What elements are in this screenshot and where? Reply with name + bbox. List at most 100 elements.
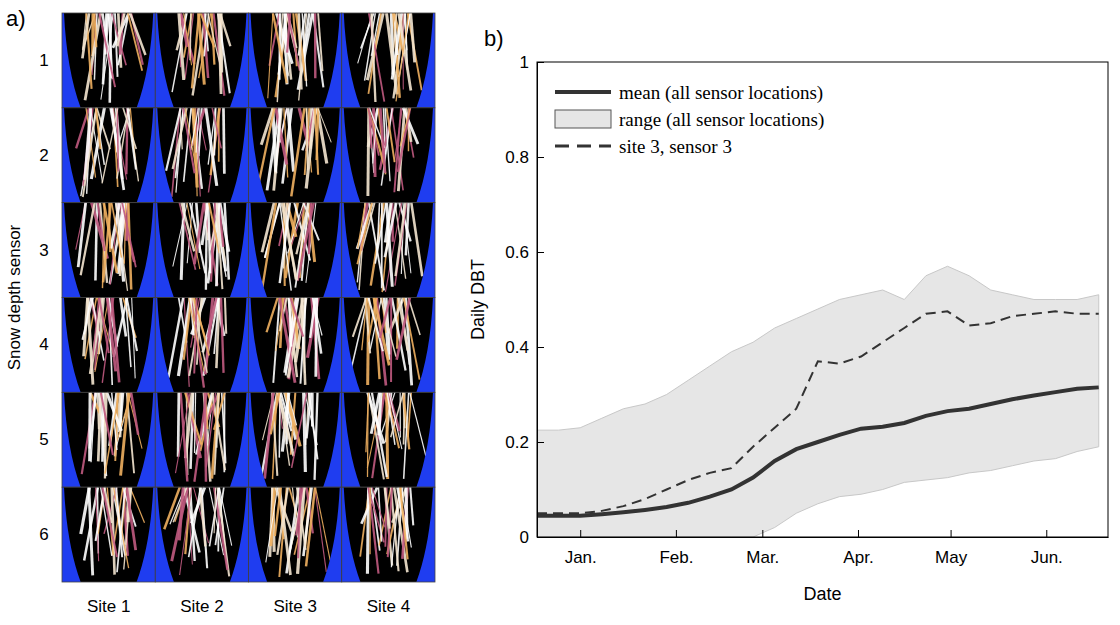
blue-wedge (62, 298, 81, 393)
image-cell (62, 13, 155, 108)
cell-background (249, 392, 342, 487)
blue-wedge (230, 487, 249, 582)
blue-wedge (155, 108, 174, 203)
blue-wedge (230, 298, 249, 393)
x-tick: Feb. (659, 530, 693, 567)
x-tick-mark (580, 530, 581, 537)
y-tick-mark (537, 347, 544, 348)
image-streak (369, 13, 384, 102)
image-streak (316, 298, 317, 377)
row-label: 6 (39, 525, 48, 544)
blue-wedge (230, 108, 249, 203)
x-tick-mark (1046, 530, 1047, 537)
image-streak (307, 108, 308, 171)
image-streak (298, 487, 300, 558)
image-streak (276, 108, 281, 172)
cell-background (155, 298, 248, 393)
image-streak (128, 392, 142, 448)
y-tick-label: 1 (520, 53, 529, 72)
blue-wedge (323, 392, 342, 487)
blue-wedge (62, 13, 81, 108)
row-label: 5 (39, 430, 48, 449)
x-axis: Jan.Feb.Mar.Apr.MayJun. (538, 530, 1109, 567)
row-label: 1 (39, 51, 48, 70)
cell-background (62, 13, 155, 108)
blue-wedge (249, 298, 268, 393)
cell-background (249, 108, 342, 203)
blue-wedge (137, 487, 156, 582)
image-streak (393, 13, 396, 52)
blue-wedge (416, 13, 435, 108)
image-streak (117, 108, 118, 172)
blue-wedge (249, 13, 268, 108)
blue-wedge (137, 13, 156, 108)
image-streak (98, 392, 101, 461)
image-streak (394, 108, 401, 192)
cell-background (342, 108, 435, 203)
image-streak (202, 203, 208, 245)
image-streak (221, 298, 224, 373)
image-streak (295, 203, 308, 288)
blue-wedge (62, 392, 81, 487)
column-label: Site 1 (87, 597, 130, 616)
blue-wedge (155, 298, 174, 393)
row-label: 4 (39, 335, 48, 354)
image-streak (172, 487, 188, 561)
blue-wedge (62, 108, 81, 203)
image-streak (410, 487, 413, 525)
image-streak (265, 392, 274, 478)
image-streak (186, 392, 193, 458)
image-streak (392, 298, 406, 371)
cell-border (155, 203, 248, 298)
image-streak (196, 108, 199, 153)
column-label: Site 2 (180, 597, 223, 616)
image-cell (155, 108, 248, 203)
image-cell (249, 13, 342, 108)
image-streak (400, 108, 410, 147)
cell-border (155, 392, 248, 487)
blue-wedge (155, 203, 174, 298)
image-streak (395, 203, 406, 279)
image-streak (99, 298, 109, 354)
image-streak (369, 487, 379, 573)
image-streak (164, 487, 180, 529)
y-axis: 00.20.40.60.81 (505, 53, 544, 547)
mean-line (537, 387, 1099, 515)
image-cell (249, 487, 342, 582)
image-streak (204, 13, 208, 56)
image-streak (212, 392, 219, 478)
cell-border (342, 13, 435, 108)
image-streak (394, 487, 407, 572)
image-streak (185, 108, 196, 167)
panel-label: b) (484, 26, 504, 51)
x-axis-line (538, 537, 1109, 538)
legend-label: mean (all sensor locations) (619, 82, 823, 104)
image-streak (188, 298, 204, 372)
image-streak (205, 392, 206, 482)
y-tick: 0.6 (505, 243, 544, 262)
x-tick-mark (762, 530, 763, 537)
image-streak (98, 203, 105, 251)
image-cell (62, 298, 155, 393)
cell-border (249, 108, 342, 203)
image-streak (184, 13, 192, 65)
image-cell (342, 392, 435, 487)
cell-border (155, 298, 248, 393)
image-streak (353, 298, 367, 337)
cell-border (342, 298, 435, 393)
cell-background (155, 392, 248, 487)
image-streak (180, 487, 192, 575)
image-cell (342, 298, 435, 393)
x-tick: Apr. (843, 530, 873, 567)
image-streak (313, 13, 323, 87)
image-cell (249, 203, 342, 298)
image-streak (268, 13, 273, 98)
image-streak (368, 392, 384, 443)
y-tick-label: 0 (520, 528, 529, 547)
image-streak (292, 392, 307, 468)
plot-frame (537, 62, 1108, 537)
image-streak (101, 13, 113, 100)
blue-wedge (249, 203, 268, 298)
image-streak (83, 108, 97, 197)
blue-wedge (230, 203, 249, 298)
